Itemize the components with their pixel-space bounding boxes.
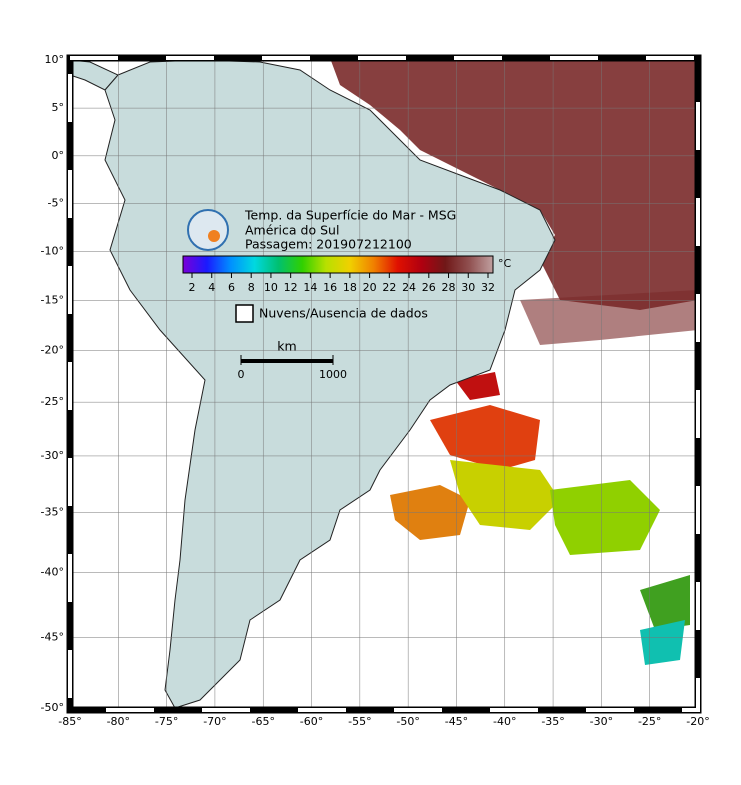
colorbar-label: 10 (264, 281, 278, 294)
colorbar-label: 2 (189, 281, 196, 294)
lon-label: -75° (155, 715, 178, 728)
frame-pattern (68, 56, 700, 712)
lat-label: -10° (41, 245, 64, 258)
lat-label: -30° (41, 449, 64, 462)
lat-label: 0° (52, 149, 65, 162)
lon-label: -60° (300, 715, 323, 728)
lon-label: -45° (445, 715, 468, 728)
colorbar-label: 32 (481, 281, 495, 294)
cloud-legend: Nuvens/Ausencia de dados (259, 306, 428, 321)
lat-label: -45° (41, 630, 64, 643)
lon-label: -65° (251, 715, 274, 728)
lat-label: -15° (41, 294, 64, 307)
title: Temp. da Superfície do Mar - MSG (244, 208, 456, 223)
colorbar-label: 18 (343, 281, 357, 294)
lat-label: 10° (45, 53, 65, 66)
scale-unit: km (277, 339, 296, 354)
colorbar-label: 14 (303, 281, 317, 294)
colorbar-label: 12 (284, 281, 298, 294)
colorbar-label: 16 (323, 281, 337, 294)
lat-label: -5° (48, 197, 64, 210)
colorbar (182, 255, 494, 274)
colorbar-label: 24 (402, 281, 416, 294)
lon-label: -70° (203, 715, 226, 728)
lon-label: -20° (686, 715, 709, 728)
cloud-swatch (235, 304, 254, 323)
colorbar-label: 6 (228, 281, 235, 294)
colorbar-unit: °C (498, 257, 512, 270)
colorbar-label: 22 (382, 281, 396, 294)
lat-label: -50° (41, 701, 64, 714)
colorbar-label: 30 (461, 281, 475, 294)
lon-label: -50° (396, 715, 419, 728)
lat-label: 5° (52, 101, 65, 114)
scale-label: 0 (238, 368, 245, 381)
lon-label: -35° (541, 715, 564, 728)
scale-label: 1000 (319, 368, 347, 381)
scale-bar (241, 359, 333, 363)
colorbar-label: 26 (422, 281, 436, 294)
lon-label: -85° (58, 715, 81, 728)
logo (187, 209, 229, 251)
lat-label: -25° (41, 395, 64, 408)
legend: Temp. da Superfície do Mar - MSG América… (182, 208, 512, 363)
colorbar-label: 20 (363, 281, 377, 294)
lat-label: -40° (41, 566, 64, 579)
logo-sun (208, 230, 220, 242)
colorbar-label: 4 (208, 281, 215, 294)
lon-label: -55° (348, 715, 371, 728)
lon-label: -40° (493, 715, 516, 728)
lat-label: -35° (41, 505, 64, 518)
subtitle: América do Sul (245, 223, 339, 238)
lon-label: -80° (107, 715, 130, 728)
lat-label: -20° (41, 344, 64, 357)
lon-label: -30° (590, 715, 613, 728)
colorbar-label: 8 (248, 281, 255, 294)
lon-label: -25° (638, 715, 661, 728)
pass-time: Passagem: 201907212100 (245, 237, 412, 252)
colorbar-label: 28 (442, 281, 456, 294)
